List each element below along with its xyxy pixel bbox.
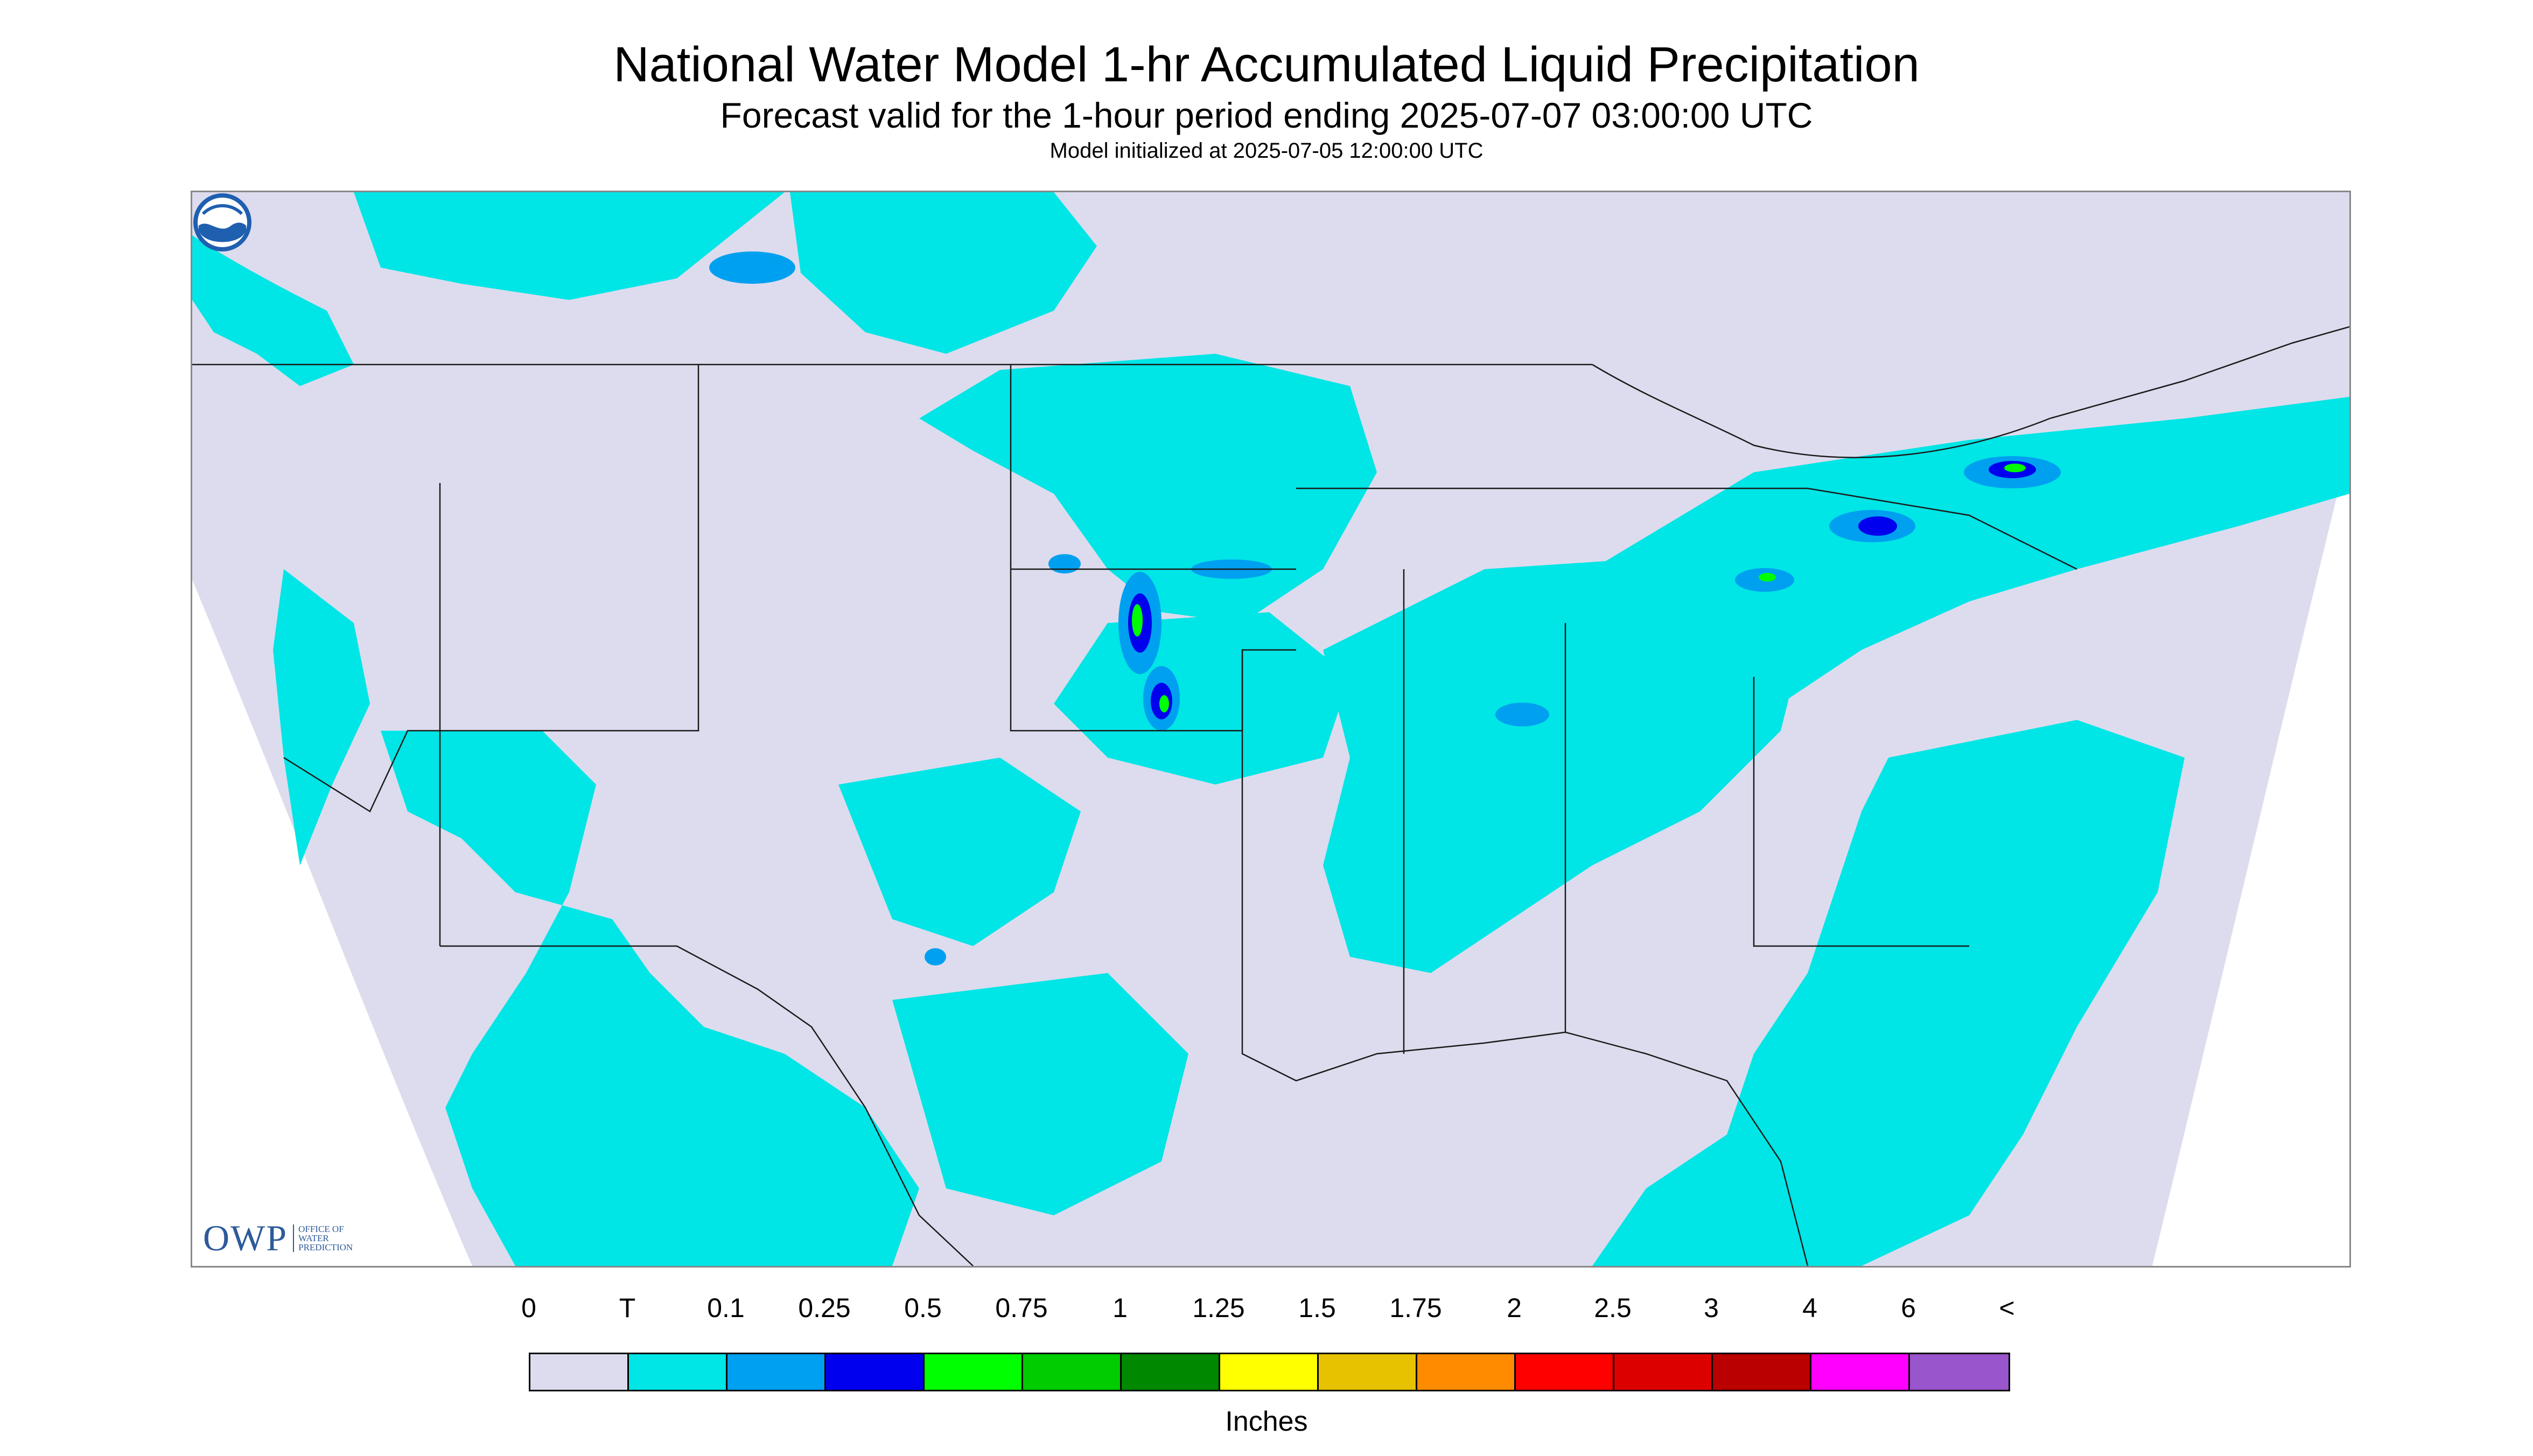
map-graphic: [192, 192, 2349, 1266]
legend-colorbar: [529, 1353, 2010, 1391]
legend-label: 0: [521, 1293, 536, 1323]
legend-swatch: [1811, 1354, 1910, 1390]
legend-label: <: [1999, 1293, 2015, 1323]
legend-swatch: [727, 1354, 826, 1390]
legend-label: 4: [1802, 1293, 1817, 1323]
legend-swatch: [1417, 1354, 1516, 1390]
legend-label: 0.25: [798, 1293, 851, 1323]
legend-label: 2: [1507, 1293, 1522, 1323]
map-subtitle: Forecast valid for the 1-hour period end…: [720, 95, 1813, 135]
heavier-precip: [709, 251, 2061, 965]
model-init-text: Model initialized at 2025-07-05 12:00:00…: [1049, 139, 1484, 163]
owp-logo-mark: OWP: [203, 1217, 288, 1258]
legend-label: 2.5: [1594, 1293, 1632, 1323]
noaa-logo: [193, 193, 251, 251]
legend-label: 6: [1901, 1293, 1916, 1323]
legend-swatch: [1516, 1354, 1614, 1390]
owp-logo-text: OFFICE OF WATER PREDICTION: [293, 1224, 384, 1252]
precipitation-map: OWP OFFICE OF WATER PREDICTION: [191, 191, 2351, 1268]
boundaries: [192, 326, 2349, 1266]
legend-swatch: [1023, 1354, 1122, 1390]
trace-precip: [192, 192, 2349, 1266]
legend-swatch: [1713, 1354, 1811, 1390]
legend-swatch: [1220, 1354, 1319, 1390]
legend-label: 1.25: [1192, 1293, 1245, 1323]
legend-swatch: [1122, 1354, 1220, 1390]
owp-logo: OWP OFFICE OF WATER PREDICTION: [203, 1217, 384, 1259]
legend-label: 0.1: [707, 1293, 745, 1323]
map-title: National Water Model 1-hr Accumulated Li…: [613, 37, 1920, 92]
legend-labels: 0 T 0.1 0.25 0.5 0.75 1 1.25 1.5 1.75 2 2.5 3 4 6 <: [0, 1292, 2533, 1335]
legend-label: 0.75: [995, 1293, 1048, 1323]
legend-label: 1.5: [1298, 1293, 1336, 1323]
legend-swatch: [1319, 1354, 1417, 1390]
legend-label: 0.5: [904, 1293, 942, 1323]
legend-swatch: [1614, 1354, 1713, 1390]
legend-swatch: [826, 1354, 925, 1390]
legend-units: Inches: [1225, 1406, 1308, 1437]
legend-label: 1: [1112, 1293, 1128, 1323]
legend-swatch: [530, 1354, 629, 1390]
legend-swatch: [629, 1354, 727, 1390]
legend-label: 1.75: [1389, 1293, 1442, 1323]
legend-label: 3: [1704, 1293, 1719, 1323]
legend-swatch: [1910, 1354, 2009, 1390]
legend-label: T: [619, 1293, 636, 1323]
legend-swatch: [925, 1354, 1023, 1390]
